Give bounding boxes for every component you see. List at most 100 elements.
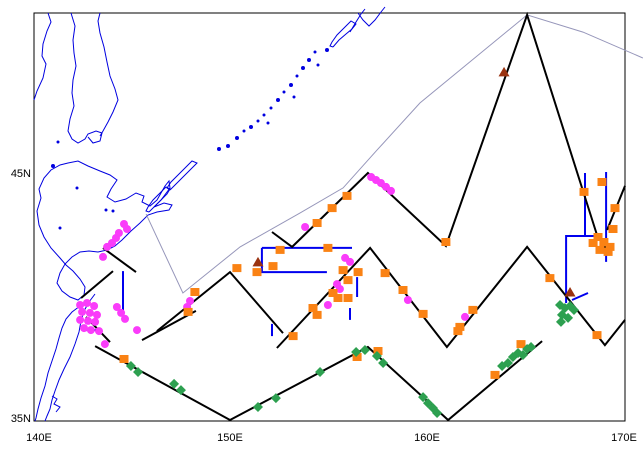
axis-labels: 140E 150E 160E 170E 35N 45N: [11, 168, 637, 444]
station-square: [597, 178, 607, 186]
station-diamond: [169, 378, 180, 389]
station-circle: [76, 301, 85, 309]
station-circle: [93, 310, 101, 319]
y-tick-label-45n: 45N: [11, 168, 31, 180]
station-square: [380, 269, 390, 278]
stations-brown-layer: [252, 66, 576, 297]
station-square: [441, 238, 451, 246]
island-dot: [307, 58, 311, 62]
station-diamond: [526, 342, 537, 353]
island-dot: [56, 140, 60, 144]
island-dot: [256, 119, 260, 123]
station-square: [490, 370, 500, 379]
station-square: [592, 331, 602, 340]
island-dot: [282, 90, 286, 94]
island-dot: [226, 144, 230, 148]
station-circle: [84, 316, 92, 325]
station-diamond: [270, 393, 281, 404]
station-square: [468, 305, 478, 314]
station-circle: [301, 223, 310, 231]
island-dot: [266, 121, 270, 125]
island-dot: [325, 48, 329, 52]
station-diamond: [517, 350, 528, 361]
coastline: [329, 20, 357, 48]
station-diamond: [252, 402, 263, 413]
station-circle: [91, 317, 100, 326]
station-square: [343, 294, 353, 302]
station-circle: [85, 308, 94, 317]
island-dot: [235, 136, 239, 140]
station-square: [232, 264, 242, 273]
x-tick-label-160e: 160E: [414, 432, 440, 444]
island-dot: [104, 208, 108, 212]
coastline: [357, 6, 386, 27]
station-diamond: [175, 385, 186, 396]
boundary-line-layer: [145, 14, 643, 294]
station-square: [605, 242, 615, 251]
station-square: [516, 340, 526, 349]
station-square: [312, 219, 322, 227]
station-diamond: [133, 366, 144, 377]
coastline: [145, 186, 171, 213]
station-square: [328, 289, 338, 297]
station-circle: [83, 299, 91, 307]
coastline: [34, 300, 89, 422]
station-square: [453, 327, 463, 336]
station-triangle: [498, 66, 510, 77]
cruise-track: [94, 340, 543, 422]
station-diamond: [125, 360, 136, 371]
island-dot: [75, 186, 79, 190]
coastline: [166, 160, 198, 191]
station-diamond: [502, 357, 513, 368]
station-square: [373, 347, 383, 355]
station-square: [418, 309, 428, 318]
station-square: [275, 245, 285, 254]
station-square: [599, 238, 609, 246]
station-diamond: [418, 392, 429, 403]
cruise-track: [102, 247, 137, 273]
island-dot: [289, 83, 293, 87]
island-dot: [262, 113, 266, 117]
cruise-track: [276, 245, 626, 349]
station-diamond: [315, 366, 326, 377]
station-circle: [461, 312, 469, 321]
station-circle: [346, 257, 354, 266]
station-square: [343, 276, 353, 285]
stations-magenta-layer: [76, 173, 469, 349]
island-dot: [313, 50, 317, 54]
station-square: [593, 233, 603, 241]
station-square: [608, 225, 618, 233]
coastline: [97, 12, 119, 137]
station-circle: [78, 307, 87, 316]
island-dot: [111, 209, 115, 213]
station-square: [252, 268, 262, 277]
island-dot: [301, 66, 305, 70]
coastlines-layer: [33, 6, 386, 422]
stations-orange-layer: [119, 178, 620, 379]
island-dot: [249, 125, 253, 129]
station-square: [288, 332, 298, 341]
station-square: [183, 307, 193, 316]
station-diamond: [568, 304, 579, 315]
section-line: [565, 235, 597, 303]
x-tick-label-140e: 140E: [26, 432, 52, 444]
station-circle: [76, 315, 85, 324]
station-square: [455, 322, 465, 331]
station-diamond: [378, 357, 389, 368]
station-square: [327, 204, 337, 213]
station-circle: [112, 303, 121, 311]
cruise-track: [156, 270, 284, 334]
cruise-track: [80, 270, 114, 299]
station-square: [338, 266, 348, 275]
station-triangle: [252, 256, 264, 267]
station-circle: [117, 308, 126, 317]
coastline: [36, 160, 173, 301]
x-tick-label-150e: 150E: [217, 432, 243, 444]
station-square: [342, 191, 352, 200]
station-square: [610, 204, 620, 213]
boundary-line: [145, 14, 643, 294]
station-circle: [100, 340, 109, 349]
station-diamond: [432, 408, 443, 419]
